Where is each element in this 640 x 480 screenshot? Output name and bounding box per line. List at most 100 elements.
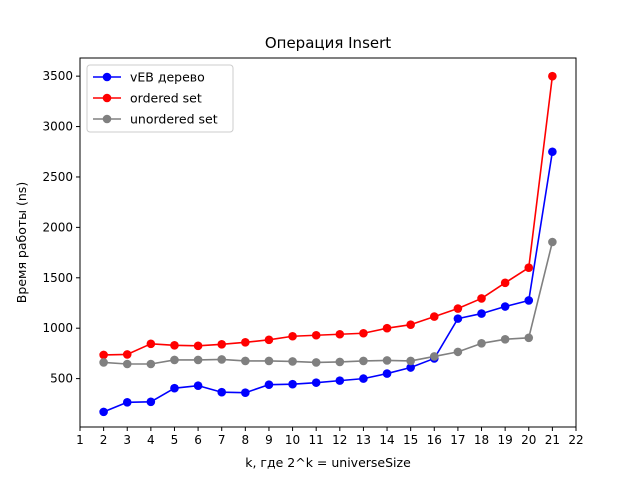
series-3-point — [359, 356, 368, 366]
x-tick-label: 9 — [265, 433, 273, 447]
series-2-point — [288, 331, 297, 341]
legend-marker-2 — [102, 93, 112, 103]
series-2-point — [146, 339, 156, 349]
series-1-point — [477, 309, 486, 318]
series-2-point — [217, 340, 227, 349]
series-2-point — [170, 341, 179, 350]
x-tick-label: 6 — [194, 433, 202, 447]
series-2-point — [453, 304, 463, 313]
series-3-point — [335, 357, 345, 367]
y-tick-label: 2000 — [42, 220, 73, 234]
series-3-point — [477, 339, 486, 348]
series-2-point — [264, 335, 274, 345]
y-axis-ticks: 500 1000 1500 2000 2500 3000 3500 — [42, 69, 80, 386]
series-3-point — [241, 356, 250, 366]
series-2-point — [241, 338, 250, 347]
x-tick-label: 7 — [218, 433, 226, 447]
series-3-point — [500, 334, 510, 344]
series-line-1 — [103, 151, 554, 413]
x-tick-label: 16 — [427, 433, 442, 447]
series-2-point — [193, 341, 203, 351]
series-3-point — [311, 358, 321, 367]
legend-marker-1 — [102, 72, 112, 82]
series-1-point — [335, 376, 345, 385]
x-tick-label: 19 — [498, 433, 513, 447]
y-tick-label: 3500 — [42, 69, 73, 83]
series-3-point — [217, 355, 227, 364]
series-1-point — [406, 363, 415, 372]
x-axis-ticks: 1 2 3 4 5 6 7 8 9 10 11 12 13 14 15 16 17 18 19 20 21 22 — [76, 427, 584, 447]
series-1-point — [241, 388, 250, 398]
chart-title: Операция Insert — [265, 34, 391, 52]
x-tick-label: 13 — [356, 433, 371, 447]
series-1-point — [99, 407, 108, 417]
y-tick-label: 1000 — [42, 321, 73, 335]
x-tick-label: 2 — [100, 433, 108, 447]
legend-box — [86, 64, 234, 133]
y-tick-label: 1500 — [42, 271, 73, 285]
x-tick-label: 18 — [474, 433, 489, 447]
series-3-point — [170, 355, 179, 365]
series-1-point — [382, 369, 392, 378]
legend-label-3: unordered set — [130, 112, 218, 127]
y-tick-label: 500 — [50, 372, 73, 386]
series-1-point — [217, 387, 227, 397]
x-tick-label: 5 — [171, 433, 179, 447]
series-2-point — [548, 71, 557, 81]
x-tick-label: 3 — [123, 433, 131, 447]
series-1-point — [193, 381, 203, 390]
series-2-point — [99, 350, 108, 360]
series-2-point — [122, 350, 132, 359]
series-3-point — [146, 359, 156, 369]
x-tick-label: 10 — [285, 433, 300, 447]
series-2-point — [477, 294, 486, 303]
series-1-point — [288, 379, 297, 389]
x-tick-label: 12 — [332, 433, 347, 447]
series-1-point — [500, 302, 510, 311]
x-tick-label: 15 — [403, 433, 418, 447]
series-1-point — [146, 397, 156, 407]
legend-label-1: vEB дерево — [130, 70, 205, 85]
series-3-point — [548, 237, 557, 247]
series-layer — [99, 71, 557, 417]
y-axis-label: Время работы (ns) — [14, 182, 29, 303]
y-tick-label: 2500 — [42, 170, 73, 184]
series-1-point — [170, 383, 179, 393]
series-2-point — [524, 263, 534, 273]
plot-area-frame — [79, 57, 577, 428]
series-2-point — [335, 329, 345, 339]
series-3-point — [382, 356, 392, 365]
series-2-point — [359, 328, 368, 338]
series-3-point — [122, 359, 132, 369]
legend: vEB дерево ordered set unordered set — [86, 64, 234, 133]
series-3-point — [288, 357, 297, 366]
series-2-point — [311, 330, 321, 340]
series-1-point — [524, 296, 534, 305]
series-3-point — [99, 358, 108, 367]
series-2-point — [382, 323, 392, 333]
legend-label-2: ordered set — [130, 91, 202, 106]
series-1-point — [311, 378, 321, 387]
series-1-point — [453, 314, 463, 323]
x-tick-label: 11 — [309, 433, 324, 447]
x-tick-label: 14 — [379, 433, 394, 447]
series-3-point — [264, 356, 274, 366]
series-1-point — [264, 380, 274, 389]
series-3-point — [406, 356, 415, 366]
x-axis-label: k, где 2^k = universeSize — [245, 455, 411, 470]
x-tick-label: 1 — [76, 433, 84, 447]
legend-marker-3 — [102, 114, 112, 124]
x-tick-label: 8 — [242, 433, 250, 447]
x-tick-label: 4 — [147, 433, 155, 447]
series-3-point — [193, 355, 203, 365]
series-3-point — [429, 352, 439, 361]
y-tick-label: 3000 — [42, 120, 73, 134]
x-tick-label: 20 — [521, 433, 536, 447]
x-tick-label: 21 — [545, 433, 560, 447]
series-2-point — [429, 312, 439, 321]
series-1-point — [548, 147, 557, 157]
series-2-point — [406, 320, 415, 329]
series-2-point — [500, 278, 510, 288]
series-3-point — [453, 347, 463, 357]
